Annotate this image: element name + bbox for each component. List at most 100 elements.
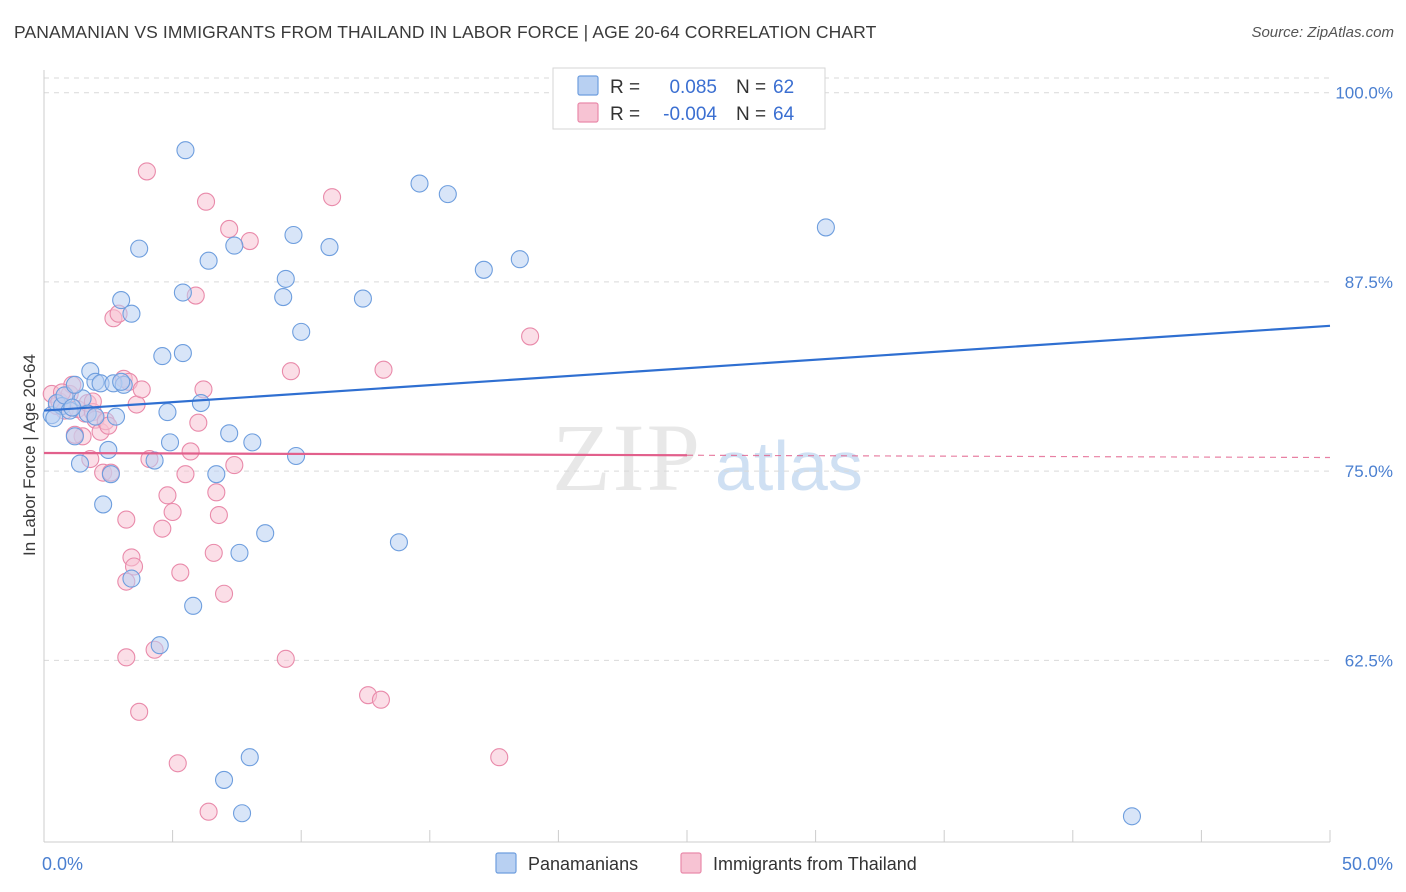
panamanian-point-46: [353, 289, 372, 308]
panamanian-point-33: [207, 465, 226, 484]
panamanian-point-37: [240, 748, 259, 767]
axes: [43, 70, 1331, 843]
thailand-point-56: [490, 748, 509, 767]
source-credit: Source: ZipAtlas.com: [1251, 24, 1394, 41]
panamanian-trend-line: [43, 324, 1331, 412]
panamanian-point-19: [112, 291, 131, 310]
thailand-point-49: [199, 802, 218, 821]
stats-box: R = 0.085 N = 62 R = -0.004 N = 64: [552, 67, 826, 130]
panamanian-point-14: [106, 407, 126, 426]
panamanian-point-32: [199, 251, 218, 270]
watermark-atlas: atlas: [715, 427, 863, 505]
panamanian-point-50: [474, 260, 493, 279]
thailand-point-38: [196, 192, 216, 211]
panamanian-point-21: [112, 372, 131, 391]
panamanian-point-4: [65, 427, 84, 446]
thailand-point-52: [323, 188, 342, 207]
panamanian-point-58: [122, 569, 141, 588]
y-tick-label-3: 100.0%: [1335, 84, 1393, 103]
watermark-zip: ZIP: [552, 404, 702, 511]
thailand-point-47: [117, 648, 136, 667]
thailand-point-23: [117, 510, 136, 529]
panamanian-point-31: [191, 393, 210, 413]
panamanian-point-34: [220, 424, 239, 443]
thailand-trend-line-dashed: [686, 454, 1331, 459]
thailand-point-36: [189, 413, 208, 432]
thailand-point-34: [181, 442, 200, 461]
panamanian-point-28: [173, 344, 192, 363]
stats-blue-swatch: [577, 75, 599, 96]
panamanian-point-43: [287, 446, 306, 466]
panamanian-point-56: [214, 770, 234, 789]
panamanian-point-39: [256, 524, 275, 543]
panamanian-point-8: [65, 375, 84, 394]
y-tick-label-0: 62.5%: [1345, 651, 1393, 670]
panamanian-point-48: [410, 174, 429, 193]
panamanian-point-40: [274, 288, 293, 307]
panamanian-point-27: [173, 283, 192, 302]
panamanian-point-45: [320, 238, 339, 257]
stats-pink-r-label: R =: [610, 104, 640, 125]
thailand-point-43: [220, 219, 239, 238]
thailand-point-59: [137, 162, 156, 181]
panamanian-point-59: [45, 409, 64, 428]
thailand-point-32: [171, 563, 190, 582]
panamanian-point-54: [1122, 807, 1142, 826]
panamanian-point-38: [243, 433, 262, 452]
thailand-point-54: [371, 690, 390, 709]
x-tick-label-1: 50.0%: [1342, 854, 1393, 874]
panamanian-point-41: [276, 269, 295, 288]
panamanian-point-15: [70, 454, 90, 473]
panamanian-points: [42, 109, 1142, 826]
thailand-point-51: [281, 362, 300, 381]
panamanian-point-29: [176, 141, 195, 160]
panamanian-point-26: [160, 433, 180, 452]
stats-blue-r-value: 0.085: [669, 77, 717, 98]
thailand-point-41: [209, 505, 228, 525]
thailand-point-48: [168, 754, 187, 773]
legend-swatch-thailand: [680, 852, 702, 874]
panamanian-point-49: [438, 185, 457, 204]
panamanian-point-22: [130, 239, 149, 258]
thailand-points: [42, 80, 627, 821]
panamanian-point-53: [816, 218, 835, 237]
panamanian-point-57: [232, 804, 252, 823]
panamanian-point-25: [158, 403, 177, 422]
y-tick-label-1: 75.0%: [1345, 462, 1393, 481]
panamanian-point-51: [510, 250, 529, 269]
panamanian-point-24: [153, 347, 172, 366]
x-tick-label-0: 0.0%: [42, 854, 83, 874]
thailand-point-57: [521, 327, 540, 346]
thailand-point-40: [207, 483, 226, 502]
panamanian-point-47: [389, 533, 408, 552]
thailand-point-31: [163, 502, 182, 522]
stats-blue-r-label: R =: [610, 77, 640, 98]
panamanian-point-55: [150, 636, 169, 655]
panamanian-point-36: [230, 543, 249, 562]
stats-pink-n-label: N =: [736, 104, 766, 125]
thailand-point-29: [153, 519, 172, 538]
thailand-point-42: [214, 584, 234, 603]
legend-label-panamanians: Panamanians: [528, 854, 638, 874]
thailand-point-22: [132, 380, 151, 399]
stats-blue-n-label: N =: [736, 77, 766, 98]
tick-labels: 62.5% 75.0% 87.5% 100.0% 0.0% 50.0%: [42, 84, 1393, 874]
panamanian-point-35: [225, 236, 244, 255]
y-tick-label-2: 87.5%: [1345, 273, 1393, 292]
panamanian-point-20: [122, 304, 141, 323]
thailand-point-44: [225, 456, 244, 475]
legend-label-thailand: Immigrants from Thailand: [713, 854, 917, 874]
thailand-trend-line: [43, 451, 688, 457]
trend-lines: [43, 324, 1331, 459]
stats-blue-n-value: 62: [773, 77, 794, 98]
legend: Panamanians Immigrants from Thailand: [495, 852, 917, 874]
legend-swatch-panamanians: [495, 852, 517, 874]
panamanian-point-17: [101, 465, 120, 484]
y-axis-label: In Labor Force | Age 20-64: [20, 354, 39, 556]
thailand-point-46: [130, 702, 149, 721]
thailand-point-33: [176, 465, 195, 484]
chart-title: PANAMANIAN VS IMMIGRANTS FROM THAILAND I…: [14, 22, 877, 42]
panamanian-point-16: [99, 440, 118, 459]
thailand-point-55: [374, 360, 393, 379]
